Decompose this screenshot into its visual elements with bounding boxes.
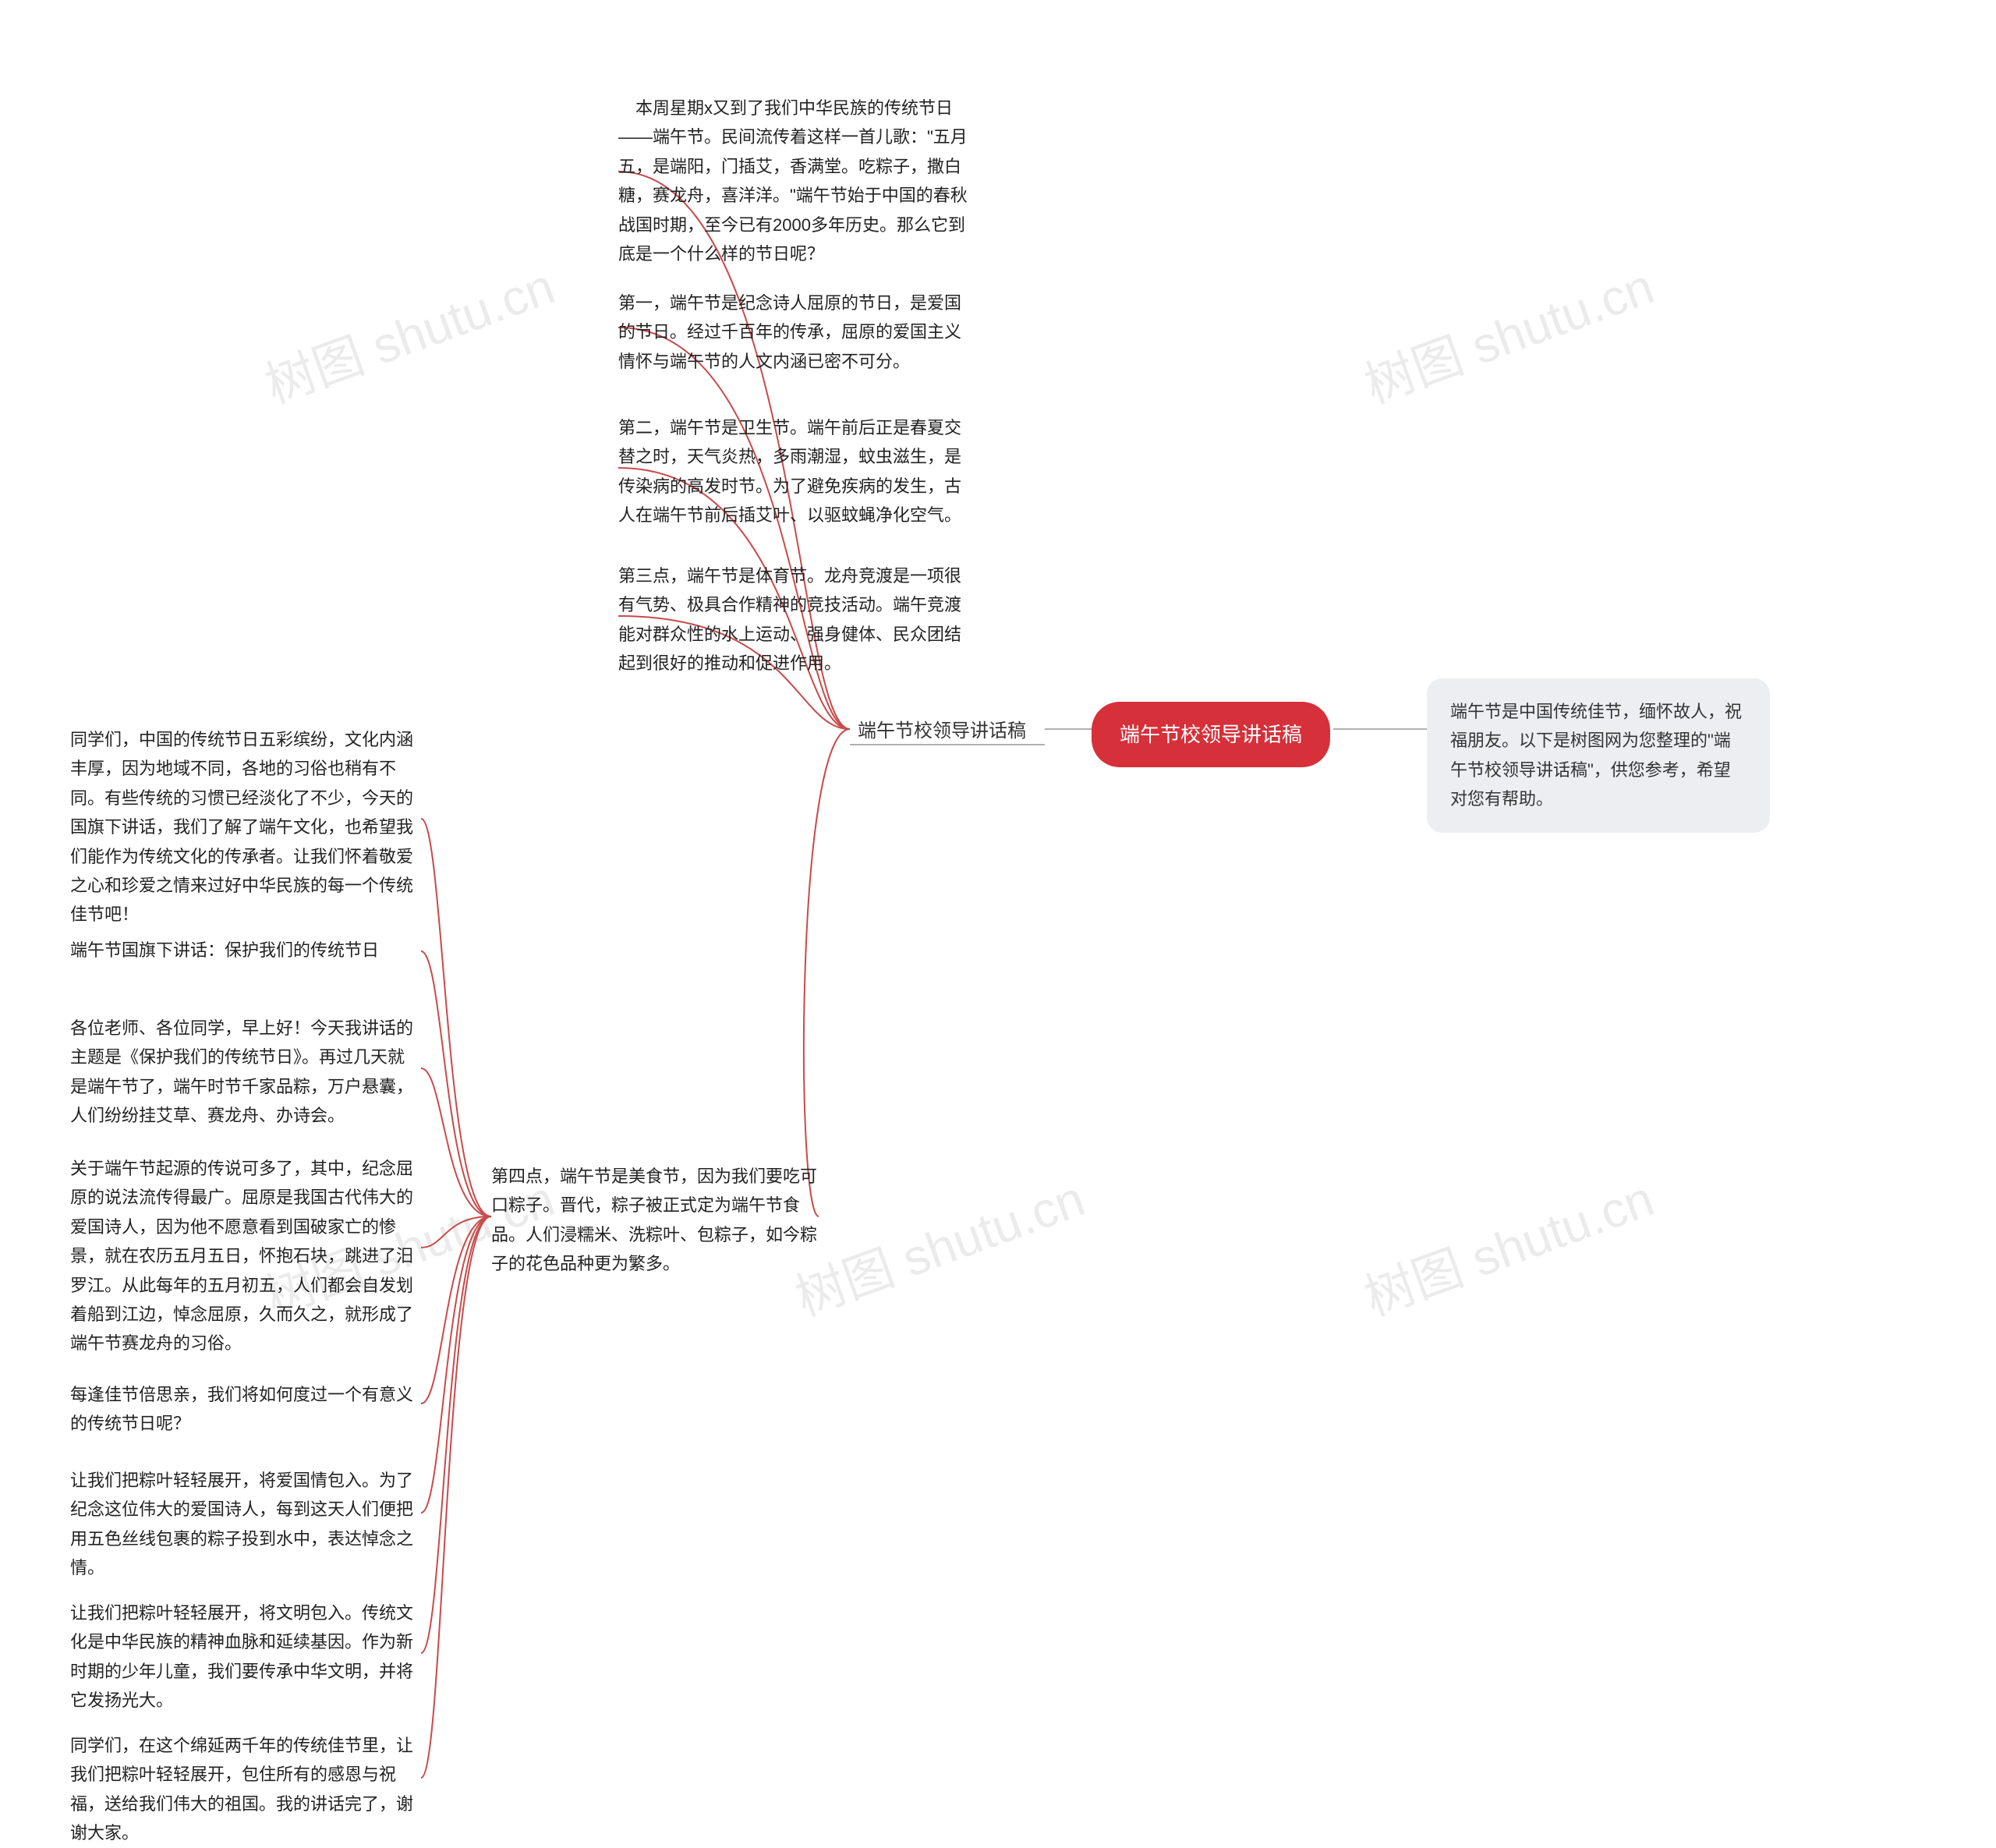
leaf-text: 同学们，在这个绵延两千年的传统佳节里，让我们把粽叶轻轻展开，包住所有的感恩与祝福… <box>70 1736 413 1843</box>
root-node[interactable]: 端午节校领导讲话稿 <box>1092 702 1330 767</box>
leaf-node[interactable]: 本周星期x又到了我们中华民族的传统节日——端午节。民间流传着这样一首儿歌："五月… <box>618 94 969 268</box>
leaf-text: 让我们把粽叶轻轻展开，将文明包入。传统文化是中华民族的精神血脉和延续基因。作为新… <box>70 1603 413 1710</box>
leaf-node[interactable]: 第一，端午节是纪念诗人屈原的节日，是爱国的节日。经过千百年的传承，屈原的爱国主义… <box>618 289 969 376</box>
leaf-node[interactable]: 让我们把粽叶轻轻展开，将爱国情包入。为了纪念这位伟大的爱国诗人，每到这天人们便把… <box>70 1466 421 1583</box>
leaf-node[interactable]: 第三点，端午节是体育节。龙舟竞渡是一项很有气势、极具合作精神的竞技活动。端午竞渡… <box>618 561 969 678</box>
leaf-text: 各位老师、各位同学，早上好！今天我讲话的主题是《保护我们的传统节日》。再过几天就… <box>70 1018 413 1125</box>
description-text: 端午节是中国传统佳节，缅怀故人，祝福朋友。以下是树图网为您整理的"端午节校领导讲… <box>1450 702 1742 809</box>
root-label: 端午节校领导讲话稿 <box>1120 723 1302 746</box>
watermark: 树图 shutu.cn <box>1354 1159 1662 1329</box>
leaf-text: 每逢佳节倍思亲，我们将如何度过一个有意义的传统节日呢？ <box>70 1385 413 1433</box>
leaf-node[interactable]: 同学们，在这个绵延两千年的传统佳节里，让我们把粽叶轻轻展开，包住所有的感恩与祝福… <box>70 1731 421 1848</box>
watermark: 树图 shutu.cn <box>254 246 563 417</box>
branch-label-text: 端午节校领导讲话稿 <box>858 720 1026 742</box>
leaf-text: 第一，端午节是纪念诗人屈原的节日，是爱国的节日。经过千百年的传承，屈原的爱国主义… <box>618 293 961 371</box>
leaf-text: 同学们，中国的传统节日五彩缤纷，文化内涵丰厚，因为地域不同，各地的习俗也稍有不同… <box>70 730 413 924</box>
leaf-node[interactable]: 同学们，中国的传统节日五彩缤纷，文化内涵丰厚，因为地域不同，各地的习俗也稍有不同… <box>70 725 421 929</box>
leaf-text: 端午节国旗下讲话：保护我们的传统节日 <box>70 940 379 960</box>
leaf-text: 第三点，端午节是体育节。龙舟竞渡是一项很有气势、极具合作精神的竞技活动。端午竞渡… <box>618 566 961 673</box>
leaf-text: 让我们把粽叶轻轻展开，将爱国情包入。为了纪念这位伟大的爱国诗人，每到这天人们便把… <box>70 1471 413 1577</box>
leaf-node[interactable]: 端午节国旗下讲话：保护我们的传统节日 <box>70 936 421 965</box>
leaf-text: 本周星期x又到了我们中华民族的传统节日——端午节。民间流传着这样一首儿歌："五月… <box>618 98 968 264</box>
leaf-text: 关于端午节起源的传说可多了，其中，纪念屈原的说法流传得最广。屈原是我国古代伟大的… <box>70 1159 413 1353</box>
leaf-node[interactable]: 让我们把粽叶轻轻展开，将文明包入。传统文化是中华民族的精神血脉和延续基因。作为新… <box>70 1598 421 1715</box>
leaf-node[interactable]: 关于端午节起源的传说可多了，其中，纪念屈原的说法流传得最广。屈原是我国古代伟大的… <box>70 1154 421 1358</box>
leaf-text: 第二，端午节是卫生节。端午前后正是春夏交替之时，天气炎热，多雨潮湿，蚊虫滋生，是… <box>618 418 961 525</box>
watermark: 树图 shutu.cn <box>784 1159 1093 1329</box>
watermark: 树图 shutu.cn <box>1354 246 1662 417</box>
lower-parent-node[interactable]: 第四点，端午节是美食节，因为我们要吃可口粽子。晋代，粽子被正式定为端午节食品。人… <box>491 1162 819 1279</box>
branch-node[interactable]: 端午节校领导讲话稿 <box>858 716 1026 748</box>
leaf-text: 第四点，端午节是美食节，因为我们要吃可口粽子。晋代，粽子被正式定为端午节食品。人… <box>491 1167 817 1273</box>
leaf-node[interactable]: 每逢佳节倍思亲，我们将如何度过一个有意义的传统节日呢？ <box>70 1380 421 1439</box>
leaf-node[interactable]: 各位老师、各位同学，早上好！今天我讲话的主题是《保护我们的传统节日》。再过几天就… <box>70 1014 421 1131</box>
leaf-node[interactable]: 第二，端午节是卫生节。端午前后正是春夏交替之时，天气炎热，多雨潮湿，蚊虫滋生，是… <box>618 413 969 530</box>
description-node[interactable]: 端午节是中国传统佳节，缅怀故人，祝福朋友。以下是树图网为您整理的"端午节校领导讲… <box>1427 678 1770 833</box>
